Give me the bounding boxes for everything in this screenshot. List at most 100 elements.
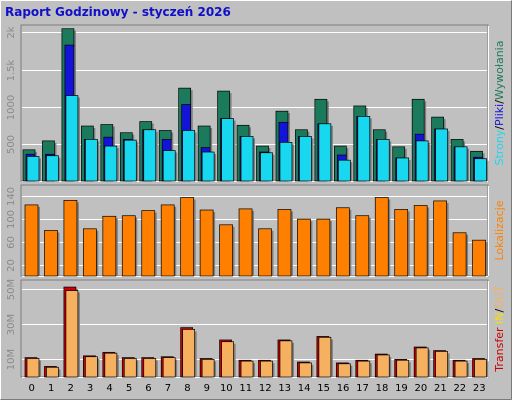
side-label-part: Pliki bbox=[493, 104, 506, 126]
side-label-part: Lokalizacje bbox=[493, 200, 506, 260]
visits-bar-fill bbox=[160, 204, 175, 277]
transfer-out-bar-fill bbox=[396, 359, 410, 378]
top-bar-strony-fill bbox=[201, 151, 215, 182]
top-bar-strony: 3: 560 bbox=[85, 139, 100, 182]
transfer-out-bar: 0: 10.5 bbox=[26, 358, 41, 378]
transfer-out-bar-fill bbox=[104, 352, 118, 378]
top-bar-strony-fill bbox=[318, 123, 332, 182]
visits-bar-fill bbox=[413, 205, 428, 277]
transfer-out-bar: 13: 20.5 bbox=[279, 340, 294, 378]
transfer-out-bar: 18: 12.5 bbox=[376, 354, 392, 378]
visits-bar-fill bbox=[355, 215, 370, 277]
transfer-out-bar-fill bbox=[65, 290, 79, 378]
top-bar-strony-fill bbox=[221, 118, 234, 182]
transfer-out-bar-fill bbox=[143, 358, 157, 378]
top-bar-strony-fill bbox=[299, 136, 312, 182]
top-y-tick-label: 2k bbox=[6, 26, 17, 38]
transfer-out-bar: 16: 7.5 bbox=[337, 363, 353, 378]
top-bar-strony: 11: 600 bbox=[240, 136, 256, 182]
visits-bar: 23: 63 bbox=[472, 239, 488, 277]
visits-bar: 22: 76 bbox=[452, 232, 469, 277]
bottom-y-tick-label: 50M bbox=[6, 279, 17, 300]
visits-bar-fill bbox=[433, 200, 447, 277]
x-tick-label: 17 bbox=[356, 383, 369, 394]
top-bar-strony: 6: 690 bbox=[143, 129, 158, 182]
top-bar-strony: 18: 560 bbox=[376, 139, 392, 182]
middle-side-label: Lokalizacje bbox=[493, 200, 506, 260]
x-tick-label: 4 bbox=[106, 383, 112, 394]
transfer-out-bar: 6: 10.5 bbox=[143, 358, 158, 378]
transfer-out-bar: 12: 9 bbox=[260, 360, 275, 378]
top-bar-strony-fill bbox=[454, 146, 468, 182]
visits-bar: 17: 106 bbox=[355, 215, 371, 277]
visits-bar-fill bbox=[44, 230, 58, 277]
top-bar-strony-fill bbox=[104, 145, 118, 182]
transfer-out-bar: 14: 8 bbox=[299, 362, 314, 378]
visits-bar: 1: 80 bbox=[44, 230, 60, 277]
visits-bar-fill bbox=[277, 209, 292, 277]
middle-y-tick-label: 100 bbox=[6, 210, 17, 229]
x-tick-label: 22 bbox=[453, 383, 466, 394]
top-bar-strony: 12: 380 bbox=[260, 152, 275, 182]
top-bar-strony: 5: 550 bbox=[123, 139, 139, 182]
x-tick-label: 13 bbox=[278, 383, 291, 394]
x-tick-label: 6 bbox=[145, 383, 151, 394]
transfer-out-bar-fill bbox=[221, 341, 234, 378]
visits-bar-fill bbox=[83, 228, 97, 277]
top-bar-strony: 13: 520 bbox=[279, 142, 294, 182]
x-tick-label: 5 bbox=[126, 383, 132, 394]
visits-bar: 13: 117 bbox=[277, 209, 293, 277]
x-tick-label: 8 bbox=[184, 383, 190, 394]
visits-bar-fill bbox=[102, 215, 117, 277]
top-bar-strony-fill bbox=[162, 150, 176, 182]
top-bar-strony: 15: 770 bbox=[318, 123, 333, 182]
visits-bar: 0: 125 bbox=[24, 204, 40, 277]
visits-bar: 18: 138 bbox=[374, 197, 391, 277]
visits-bar: 16: 120 bbox=[335, 207, 352, 277]
visits-bar-fill bbox=[374, 197, 389, 277]
side-label-part: Transfer bbox=[493, 327, 506, 373]
side-label-part: / bbox=[493, 126, 506, 130]
transfer-out-bar-fill bbox=[46, 366, 59, 378]
transfer-out-bar: 22: 9 bbox=[454, 360, 470, 378]
transfer-out-bar-fill bbox=[415, 347, 429, 378]
transfer-out-bar: 8: 27 bbox=[182, 329, 197, 378]
transfer-out-bar: 15: 22.5 bbox=[318, 336, 333, 378]
top-bar-strony-fill bbox=[337, 159, 351, 182]
x-tick-label: 0 bbox=[29, 383, 35, 394]
transfer-out-bar: 2: 49 bbox=[65, 290, 80, 378]
transfer-out-bar: 4: 13.5 bbox=[104, 352, 119, 378]
transfer-out-bar-fill bbox=[26, 358, 40, 378]
top-side-label: Strony/Pliki/Wywołania bbox=[493, 41, 506, 166]
transfer-out-bar: 3: 11.5 bbox=[85, 356, 100, 378]
visits-bar-fill bbox=[394, 209, 409, 277]
visits-bar-fill bbox=[199, 209, 214, 277]
visits-bar: 4: 105 bbox=[102, 215, 118, 277]
top-bar-strony-fill bbox=[143, 129, 157, 182]
visits-bar-fill bbox=[258, 228, 272, 277]
middle-panel: 20 60 100 140 0: 1251: 802: 1333: 834: 1055:… bbox=[6, 184, 506, 277]
top-bar-strony: 23: 300 bbox=[474, 158, 489, 182]
top-bar-strony: 0: 330 bbox=[26, 156, 41, 182]
transfer-out-bar-fill bbox=[299, 362, 312, 378]
middle-y-tick-label: 140 bbox=[6, 187, 17, 206]
top-y-tick-label: 500 bbox=[6, 135, 17, 154]
visits-bar: 14: 100 bbox=[297, 218, 313, 277]
transfer-out-bar: 21: 14.5 bbox=[435, 351, 450, 378]
transfer-out-bar: 11: 9 bbox=[240, 360, 256, 378]
transfer-out-bar-fill bbox=[123, 358, 137, 378]
transfer-out-bar-fill bbox=[435, 351, 448, 378]
top-y-tick-label: 1.5k bbox=[6, 59, 17, 81]
visits-bar-fill bbox=[316, 218, 331, 277]
top-bar-strony-fill bbox=[182, 130, 196, 182]
x-tick-label: 19 bbox=[395, 383, 408, 394]
top-bar-strony: 20: 540 bbox=[415, 140, 431, 182]
x-tick-label: 21 bbox=[434, 383, 447, 394]
x-tick-label: 12 bbox=[259, 383, 272, 394]
visits-bar-fill bbox=[63, 200, 78, 277]
visits-bar-fill bbox=[335, 207, 350, 277]
bottom-panel: 10M30M50M0: 110: 10.51: 61: 5.52: 512: 4… bbox=[6, 279, 506, 378]
top-bar-strony: 1: 340 bbox=[46, 155, 61, 182]
bottom-y-tick-label: 30M bbox=[6, 314, 17, 335]
top-bar-strony: 9: 390 bbox=[201, 151, 217, 182]
